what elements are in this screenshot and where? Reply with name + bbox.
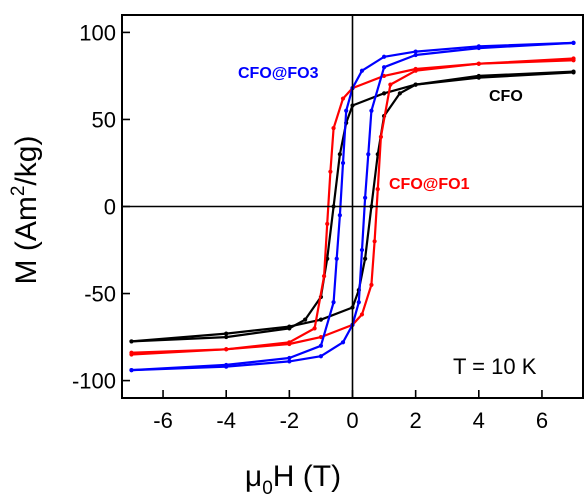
data-point-cfo xyxy=(397,91,402,96)
data-point-cfo-fo3 xyxy=(287,359,292,364)
data-point-cfo xyxy=(337,152,342,157)
y-title-pre: M (Am xyxy=(10,196,43,284)
x-tick-label: -4 xyxy=(216,408,236,433)
axes-layer xyxy=(121,14,584,399)
data-point-cfo xyxy=(303,317,308,322)
data-point-cfo-fo1 xyxy=(413,68,418,73)
data-point-cfo-fo3 xyxy=(318,354,324,359)
data-point-cfo-fo1 xyxy=(325,221,330,227)
data-point-cfo-fo1 xyxy=(287,341,292,347)
data-point-cfo xyxy=(287,324,292,329)
y-tick-label: -50 xyxy=(84,282,116,307)
y-title-post: /kg) xyxy=(10,136,43,186)
data-point-cfo-fo1 xyxy=(381,73,387,79)
data-point-cfo xyxy=(571,69,576,74)
data-point-cfo-fo1 xyxy=(388,82,393,87)
x-tick-label: -2 xyxy=(280,408,300,433)
data-point-cfo xyxy=(224,334,229,340)
x-tick-label: 2 xyxy=(410,408,422,433)
data-point-cfo-fo1 xyxy=(321,274,327,279)
data-point-cfo-fo1 xyxy=(571,58,576,63)
data-point-cfo-fo3 xyxy=(363,195,368,200)
data-point-cfo-fo1 xyxy=(340,96,346,101)
series-line-cfo-fo1-lower xyxy=(131,59,574,356)
data-point-cfo-fo3 xyxy=(331,300,336,305)
data-point-cfo-fo3 xyxy=(340,340,346,345)
data-point-cfo-fo3 xyxy=(381,65,387,70)
data-point-cfo-fo3 xyxy=(381,54,387,59)
series-label-cfo-fo1: CFO@FO1 xyxy=(389,176,470,193)
x-axis-title: μ0H (T) xyxy=(245,460,341,497)
data-point-cfo-fo3 xyxy=(366,152,371,157)
data-point-cfo-fo3 xyxy=(287,355,292,361)
data-point-cfo-fo3 xyxy=(476,45,481,51)
x-title-sub: 0 xyxy=(262,478,273,497)
data-point-cfo-fo1 xyxy=(369,282,374,287)
x-tick-label: 6 xyxy=(536,408,548,433)
data-point-cfo xyxy=(413,82,418,87)
data-point-cfo xyxy=(224,331,229,336)
y-title-sup: 2 xyxy=(8,186,29,197)
data-point-cfo-fo3 xyxy=(340,160,346,166)
data-point-cfo xyxy=(129,339,134,344)
data-point-cfo-fo3 xyxy=(129,368,134,373)
series-layer xyxy=(129,40,576,373)
series-line-cfo-fo1-upper xyxy=(131,57,574,354)
data-point-cfo-fo1 xyxy=(328,169,333,174)
data-point-cfo xyxy=(476,73,481,79)
y-axis-title: M (Am2/kg) xyxy=(8,136,43,285)
data-point-cfo-fo3 xyxy=(359,247,365,253)
data-point-cfo-fo3 xyxy=(369,108,374,113)
data-point-cfo xyxy=(318,317,324,322)
data-point-cfo-fo1 xyxy=(375,186,380,192)
data-point-cfo-fo3 xyxy=(344,108,349,113)
temperature-annotation: T = 10 K xyxy=(453,354,537,379)
data-point-cfo-fo3 xyxy=(571,40,576,45)
y-tick-label: 0 xyxy=(104,195,116,220)
data-point-cfo-fo1 xyxy=(476,61,481,66)
series-line-cfo-lower xyxy=(131,70,574,343)
y-tick-label: -100 xyxy=(72,369,116,394)
data-point-cfo-fo3 xyxy=(334,256,339,261)
data-point-cfo-fo3 xyxy=(359,68,365,73)
x-tick-label: 4 xyxy=(473,408,485,433)
data-point-cfo-fo1 xyxy=(372,239,377,244)
data-point-cfo-fo1 xyxy=(129,352,134,357)
x-tick-label: -6 xyxy=(153,408,173,433)
data-point-cfo-fo1 xyxy=(378,134,384,139)
x-title-symbol: μ xyxy=(245,460,262,493)
y-tick-label: 100 xyxy=(79,20,116,45)
x-title-rest: H (T) xyxy=(273,460,341,493)
series-label-cfo-fo3: CFO@FO3 xyxy=(238,65,319,82)
data-point-cfo-fo3 xyxy=(413,52,418,58)
data-point-cfo-fo1 xyxy=(318,334,324,340)
data-point-cfo-fo3 xyxy=(413,49,418,54)
x-tick-label: 0 xyxy=(346,408,358,433)
data-point-cfo-fo3 xyxy=(224,364,229,369)
series-label-cfo: CFO xyxy=(489,88,523,105)
data-point-cfo-fo3 xyxy=(337,213,342,218)
data-point-cfo xyxy=(363,256,368,261)
data-point-cfo-fo1 xyxy=(331,126,336,131)
y-tick-label: 50 xyxy=(92,107,116,132)
data-point-cfo-fo1 xyxy=(224,347,229,352)
ticks-layer: -6 -4 -2 0 2 4 6 -100 -50 0 50 100 xyxy=(72,20,548,433)
data-point-cfo xyxy=(381,91,387,96)
data-point-cfo-fo1 xyxy=(312,326,317,331)
data-point-cfo-fo3 xyxy=(318,343,324,348)
data-point-cfo-fo1 xyxy=(359,312,365,317)
data-point-cfo-fo3 xyxy=(356,300,361,305)
